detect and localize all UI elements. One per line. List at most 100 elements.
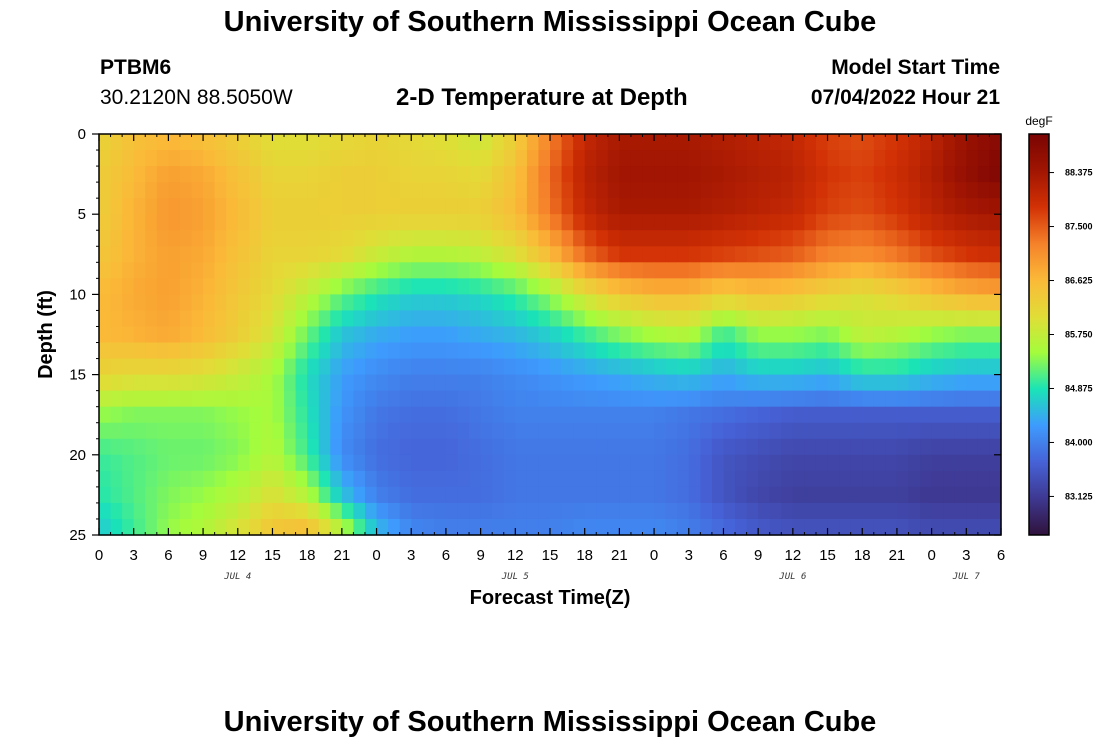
heatmap-cell	[399, 502, 412, 520]
heatmap-cell	[596, 230, 609, 247]
heatmap-cell	[214, 486, 227, 504]
heatmap-cell	[839, 518, 852, 536]
heatmap-cell	[388, 326, 401, 344]
heatmap-cell	[538, 438, 551, 456]
heatmap-cell	[330, 182, 343, 199]
heatmap-cell	[434, 166, 447, 183]
heatmap-cell	[492, 502, 505, 520]
heatmap-cell	[619, 454, 632, 472]
heatmap-cell	[168, 502, 181, 520]
heatmap-cell	[445, 310, 459, 328]
heatmap-cell	[226, 502, 239, 520]
heatmap-cell	[920, 310, 933, 328]
heatmap-cell	[145, 406, 158, 424]
heatmap-cell	[99, 486, 112, 504]
heatmap-cell	[561, 438, 574, 456]
heatmap-cell	[133, 166, 146, 183]
heatmap-cell	[735, 150, 748, 167]
x-tick-label: 12	[507, 547, 524, 564]
heatmap-cell	[862, 358, 875, 376]
heatmap-cell	[723, 166, 736, 183]
heatmap-cell	[619, 182, 632, 199]
heatmap-cell	[272, 278, 285, 295]
heatmap-cell	[815, 358, 829, 376]
heatmap-cell	[260, 166, 274, 183]
heatmap-cell	[723, 310, 736, 328]
heatmap-cell	[99, 246, 112, 263]
heatmap-cell	[584, 198, 597, 215]
heatmap-cell	[341, 518, 355, 536]
heatmap-cell	[469, 214, 482, 231]
heatmap-cell	[885, 502, 898, 520]
heatmap-cell	[492, 358, 505, 376]
heatmap-cell	[411, 230, 424, 247]
heatmap-cell	[839, 422, 852, 440]
heatmap-cell	[376, 486, 389, 504]
heatmap-cell	[550, 166, 563, 183]
heatmap-cell	[862, 342, 875, 360]
heatmap-cell	[908, 486, 921, 504]
heatmap-cell	[943, 454, 956, 472]
heatmap-cell	[943, 470, 956, 488]
heatmap-cell	[619, 214, 632, 231]
heatmap-cell	[515, 214, 528, 231]
x-tick-label: 18	[854, 547, 871, 564]
heatmap-cell	[804, 358, 817, 376]
heatmap-cell	[168, 262, 181, 279]
heatmap-cell	[873, 246, 886, 263]
heatmap-cell	[503, 374, 516, 392]
heatmap-cell	[179, 150, 193, 167]
x-tick-label: 6	[442, 547, 450, 564]
heatmap-cell	[515, 134, 528, 151]
heatmap-cell	[931, 406, 944, 424]
heatmap-cell	[469, 310, 482, 328]
heatmap-cell	[445, 134, 459, 151]
heatmap-cell	[168, 310, 181, 328]
heatmap-cell	[792, 374, 806, 392]
heatmap-cell	[619, 294, 632, 312]
heatmap-cell	[769, 294, 782, 312]
heatmap-cell	[815, 486, 829, 504]
heatmap-cell	[434, 342, 447, 360]
heatmap-cell	[700, 134, 713, 151]
heatmap-cell	[480, 502, 493, 520]
heatmap-cell	[110, 342, 123, 360]
heatmap-cell	[214, 342, 227, 360]
heatmap-cell	[885, 342, 898, 360]
heatmap-cell	[526, 310, 540, 328]
heatmap-cell	[630, 454, 644, 472]
heatmap-cell	[711, 342, 725, 360]
heatmap-cell	[654, 518, 667, 536]
heatmap-cell	[272, 134, 285, 151]
heatmap-cell	[168, 374, 181, 392]
heatmap-cell	[122, 294, 135, 312]
heatmap-cell	[226, 198, 239, 215]
heatmap-cell	[179, 262, 193, 279]
heatmap-cell	[896, 326, 910, 344]
heatmap-cell	[723, 262, 736, 279]
heatmap-cell	[873, 310, 886, 328]
heatmap-cell	[133, 486, 146, 504]
heatmap-cell	[226, 278, 239, 295]
heatmap-cell	[630, 230, 644, 247]
heatmap-cell	[827, 358, 840, 376]
heatmap-cell	[434, 326, 447, 344]
heatmap-cell	[503, 310, 516, 328]
x-tick-label: 21	[889, 547, 906, 564]
heatmap-cell	[260, 438, 274, 456]
heatmap-cell	[168, 518, 181, 536]
heatmap-cell	[885, 246, 898, 263]
heatmap-cell	[873, 150, 886, 167]
heatmap-cell	[735, 246, 748, 263]
heatmap-cell	[307, 278, 320, 295]
heatmap-cell	[318, 150, 331, 167]
heatmap-cell	[422, 486, 435, 504]
heatmap-cell	[364, 486, 378, 504]
heatmap-cell	[677, 374, 690, 392]
heatmap-cell	[179, 182, 193, 199]
heatmap-cell	[492, 134, 505, 151]
heatmap-cell	[573, 246, 586, 263]
heatmap-cell	[249, 502, 262, 520]
heatmap-cell	[862, 438, 875, 456]
heatmap-cell	[469, 422, 482, 440]
